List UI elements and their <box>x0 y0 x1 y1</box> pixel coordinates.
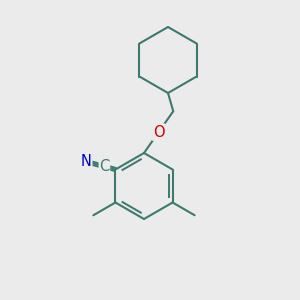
Text: N: N <box>81 154 92 169</box>
Text: O: O <box>153 124 164 140</box>
Text: C: C <box>99 159 110 174</box>
